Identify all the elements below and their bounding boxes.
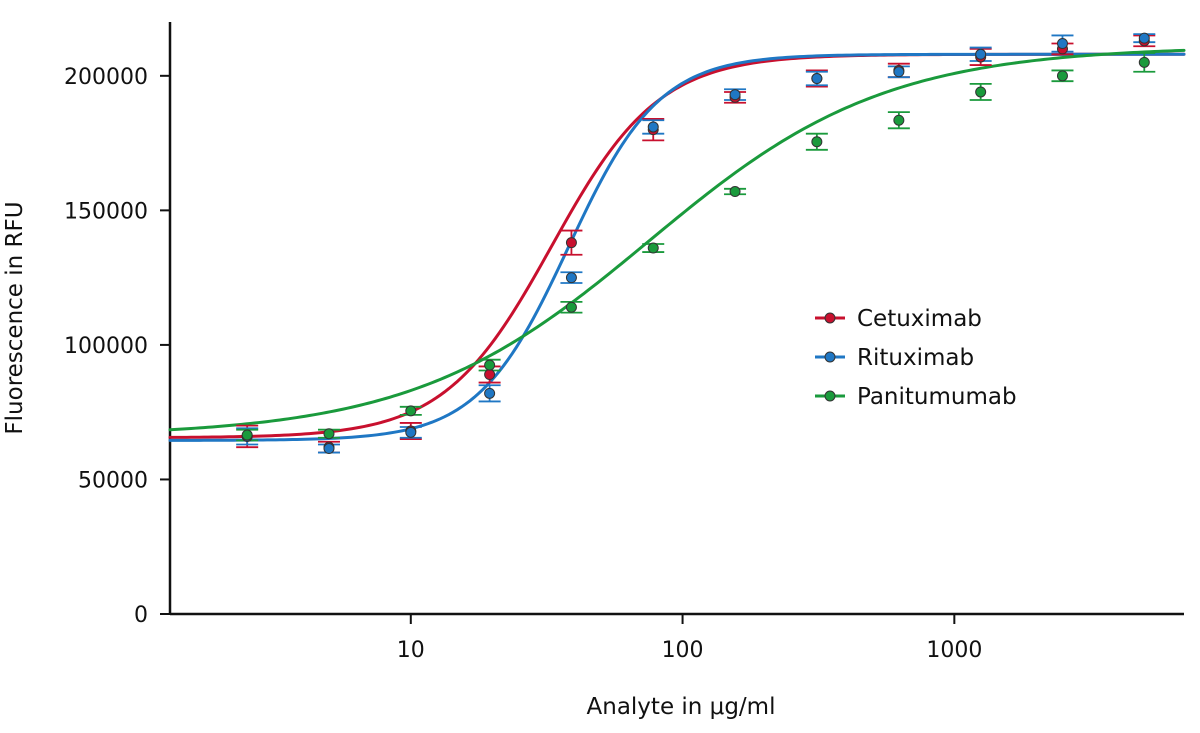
- cetuximab-fit-curve: [168, 52, 1186, 439]
- rituximab-data-point: [484, 387, 496, 399]
- legend: Cetuximab Rituximab Panitumumab: [815, 306, 1017, 410]
- legend-label: Cetuximab: [857, 306, 982, 332]
- x-tick-label: 1000: [926, 638, 982, 663]
- legend-item-panitumumab: Panitumumab: [815, 384, 1017, 410]
- error-bars: [236, 33, 1156, 454]
- cetuximab-data-point: [484, 369, 496, 381]
- legend-label: Panitumumab: [857, 384, 1017, 410]
- rituximab-data-point: [1056, 38, 1068, 50]
- panitumumab-data-point: [1138, 56, 1150, 68]
- y-axis-title: Fluorescence in RFU: [2, 201, 28, 434]
- rituximab-data-point: [323, 443, 335, 455]
- rituximab-data-point: [647, 121, 659, 133]
- rituximab-data-point: [811, 73, 823, 85]
- panitumumab-data-point: [729, 186, 741, 198]
- fit-curves: [168, 48, 1186, 442]
- legend-item-cetuximab: Cetuximab: [815, 306, 982, 332]
- rituximab-data-point: [893, 66, 905, 78]
- panitumumab-data-point: [323, 428, 335, 440]
- y-tick-label: 200000: [64, 65, 148, 90]
- y-tick-label: 150000: [64, 199, 148, 224]
- x-tick-label: 100: [662, 638, 704, 663]
- y-tick-label: 100000: [64, 334, 148, 359]
- panitumumab-data-point: [405, 405, 417, 417]
- panitumumab-data-point: [975, 86, 987, 98]
- legend-marker: [824, 390, 836, 402]
- panitumumab-data-point: [1056, 70, 1068, 82]
- panitumumab-data-point: [484, 359, 496, 371]
- legend-label: Rituximab: [857, 345, 974, 371]
- y-tick-label: 0: [134, 603, 148, 628]
- legend-marker: [824, 312, 836, 324]
- rituximab-data-point: [1138, 32, 1150, 44]
- rituximab-data-point: [729, 89, 741, 101]
- panitumumab-data-point: [893, 114, 905, 126]
- cetuximab-data-point: [565, 237, 577, 249]
- y-tick-label: 50000: [78, 468, 148, 493]
- x-axis-title: Analyte in μg/ml: [587, 694, 776, 720]
- legend-item-rituximab: Rituximab: [815, 345, 974, 371]
- axes: [168, 22, 1184, 616]
- ticks: 10 100 1000 0 50000 100000 150000 200000: [64, 65, 982, 663]
- panitumumab-data-point: [241, 429, 253, 441]
- panitumumab-fit-curve: [168, 48, 1186, 432]
- panitumumab-data-point: [647, 242, 659, 254]
- legend-marker: [824, 351, 836, 363]
- data-points: [241, 32, 1150, 455]
- panitumumab-data-point: [565, 301, 577, 313]
- panitumumab-data-point: [811, 136, 823, 148]
- rituximab-data-point: [975, 48, 987, 60]
- rituximab-data-point: [405, 426, 417, 438]
- x-tick-label: 10: [397, 638, 425, 663]
- rituximab-fit-curve: [168, 52, 1186, 442]
- rituximab-data-point: [565, 272, 577, 284]
